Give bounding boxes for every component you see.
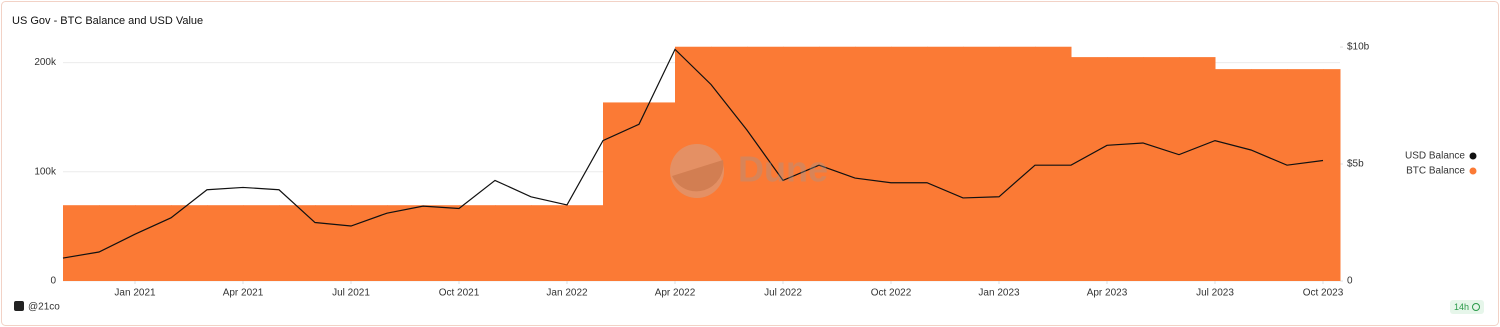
badge: 14h [1454,302,1469,312]
area-step [243,205,280,281]
watermark-logo-part [672,160,724,192]
x-tick-label: Apr 2021 [223,288,264,299]
watermark [670,144,724,198]
credit: @21co [28,302,60,313]
x-tick-label: Jan 2021 [114,288,156,299]
area-step [639,102,676,281]
area-step [927,46,964,282]
x-tick-label: Apr 2022 [655,288,696,299]
badge-icon [1472,303,1480,311]
plot-area [62,46,1343,284]
legend-swatch [1469,167,1477,175]
area-step [207,205,244,281]
area-step [63,205,100,281]
x-tick-label: Oct 2021 [439,288,480,299]
area-step [423,205,460,281]
legend-label: BTC Balance [1406,166,1465,177]
legend-label: USD Balance [1405,151,1465,162]
area-step [495,205,532,281]
x-tick-label: Jul 2022 [764,288,802,299]
chart-title: US Gov - BTC Balance and USD Value [12,15,203,27]
area-step [1251,69,1288,281]
area-step [747,46,784,282]
legend-swatch [1469,152,1477,160]
y2-tick-label: $5b [1347,159,1364,170]
area-step [891,46,928,282]
area-step [603,102,640,281]
area-step [783,46,820,282]
area-step [1179,57,1216,282]
watermark-text: Dune [738,149,828,190]
area-step [279,205,316,281]
y-tick-label: 200k [34,57,57,68]
watermark-logo [670,144,724,198]
x-tick-label: Jan 2023 [978,288,1020,299]
area-step [1143,57,1180,282]
x-tick-label: Jan 2022 [546,288,588,299]
area-step [135,205,172,281]
area-step [675,46,712,282]
y-tick-label: 0 [50,276,56,287]
area-step [1215,69,1252,281]
x-tick-label: Oct 2023 [1303,288,1344,299]
x-tick-label: Jul 2021 [332,288,370,299]
area-step [459,205,496,281]
area-step [1287,69,1324,281]
area-step [351,205,388,281]
area-step [531,205,568,281]
credit-icon [14,301,24,311]
area-step [963,46,1000,282]
x-tick-label: Jul 2023 [1196,288,1234,299]
y2-tick-label: $10b [1347,42,1370,53]
x-tick-label: Oct 2022 [871,288,912,299]
area-step [999,46,1036,282]
area-step [1035,46,1072,282]
area-step [567,205,604,281]
area-step [1107,57,1144,282]
area-step [315,205,352,281]
area-step [855,46,892,282]
y-tick-label: 100k [34,166,57,177]
area-step [171,205,208,281]
area-step [1323,69,1341,281]
line [62,48,1324,259]
area-step [819,46,856,282]
y2-tick-label: 0 [1347,276,1353,287]
x-tick-label: Apr 2023 [1087,288,1128,299]
area-step [1071,57,1108,282]
area-step [387,205,424,281]
area-step [711,46,748,282]
